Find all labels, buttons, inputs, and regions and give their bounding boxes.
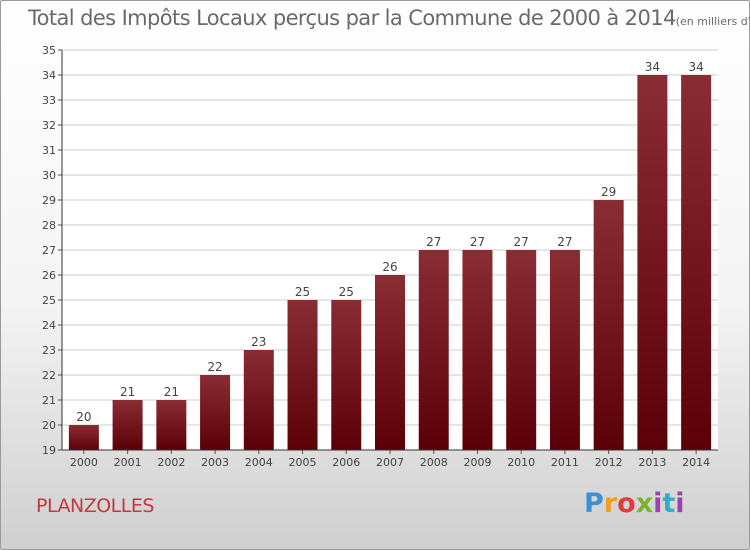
data-label-2005: 25 xyxy=(295,285,310,299)
data-label-2004: 23 xyxy=(251,335,266,349)
x-tick-label-2002: 2002 xyxy=(157,456,185,469)
y-tick-label: 19 xyxy=(42,444,56,457)
bar-2001 xyxy=(112,400,143,450)
bars xyxy=(68,75,712,450)
bar-2003 xyxy=(200,375,231,450)
data-label-2011: 27 xyxy=(557,235,572,249)
y-tick-label: 21 xyxy=(42,394,56,407)
x-tick-label-2008: 2008 xyxy=(420,456,448,469)
y-tick-label: 30 xyxy=(42,169,56,182)
chart-title-text: Total des Impôts Locaux perçus par la Co… xyxy=(28,6,676,30)
x-tick-label-2014: 2014 xyxy=(682,456,710,469)
x-tick-label-2000: 2000 xyxy=(70,456,98,469)
x-tick-label-2005: 2005 xyxy=(289,456,317,469)
bar-2002 xyxy=(156,400,187,450)
logo-letter: t xyxy=(662,488,676,519)
y-tick-label: 29 xyxy=(42,194,56,207)
bar-2010 xyxy=(506,250,537,450)
bar-2004 xyxy=(243,350,274,450)
bar-2012 xyxy=(593,200,624,450)
proxiti-logo: Proxiti xyxy=(584,488,685,519)
x-tick-label-2001: 2001 xyxy=(114,456,142,469)
bar-2011 xyxy=(549,250,580,450)
commune-name: PLANZOLLES xyxy=(36,495,154,517)
data-label-2000: 20 xyxy=(76,410,91,424)
x-tick-label-2003: 2003 xyxy=(201,456,229,469)
x-tick-label-2006: 2006 xyxy=(332,456,360,469)
y-tick-label: 20 xyxy=(42,419,56,432)
unit-note: (en milliers d'€) xyxy=(675,15,750,28)
bar-2014 xyxy=(681,75,712,450)
y-tick-label: 32 xyxy=(42,119,56,132)
logo-letter: r xyxy=(603,488,618,519)
bar-2005 xyxy=(287,300,318,450)
y-tick-label: 23 xyxy=(42,344,56,357)
x-tick-label-2011: 2011 xyxy=(551,456,579,469)
y-tick-label: 24 xyxy=(42,319,56,332)
y-tick-label: 33 xyxy=(42,94,56,107)
y-tick-label: 27 xyxy=(42,244,56,257)
y-tick-label: 35 xyxy=(42,44,56,57)
logo-letter: o xyxy=(617,488,636,519)
y-tick-label: 28 xyxy=(42,219,56,232)
x-tick-label-2012: 2012 xyxy=(595,456,623,469)
data-labels: 20 21 21 22 23 25 25 26 27 27 27 27 29 34 34 xyxy=(76,60,704,424)
data-label-2007: 26 xyxy=(382,260,397,274)
logo-letter: P xyxy=(584,488,604,519)
x-tick-label-2013: 2013 xyxy=(638,456,666,469)
bar-2000 xyxy=(68,425,99,450)
y-tick-label: 26 xyxy=(42,269,56,282)
x-axis-ticks: 2000 2001 2002 2003 2004 2005 2006 2007 2008 2009… xyxy=(70,450,710,469)
bar-2007 xyxy=(375,275,405,450)
x-tick-label-2009: 2009 xyxy=(463,456,491,469)
x-tick-label-2010: 2010 xyxy=(507,456,535,469)
data-label-2014: 34 xyxy=(688,60,703,74)
data-label-2006: 25 xyxy=(339,285,354,299)
logo-letter: i xyxy=(675,488,685,519)
data-label-2008: 27 xyxy=(426,235,441,249)
y-tick-label: 22 xyxy=(42,369,56,382)
data-label-2013: 34 xyxy=(645,60,660,74)
logo-letter: x xyxy=(635,488,654,519)
data-label-2009: 27 xyxy=(470,235,485,249)
x-tick-label-2004: 2004 xyxy=(245,456,273,469)
bar-2008 xyxy=(418,250,449,450)
y-tick-label: 31 xyxy=(42,144,56,157)
bar-2006 xyxy=(331,300,362,450)
data-label-2003: 22 xyxy=(207,360,222,374)
logo-letter: i xyxy=(653,488,663,519)
data-label-2010: 27 xyxy=(514,235,529,249)
data-label-2012: 29 xyxy=(601,185,616,199)
data-label-2001: 21 xyxy=(120,385,135,399)
chart-title: Total des Impôts Locaux perçus par la Co… xyxy=(28,6,750,30)
bar-2013 xyxy=(637,75,668,450)
y-tick-label: 25 xyxy=(42,294,56,307)
y-axis-ticks: 19 20 21 22 23 24 25 26 27 28 29 30 31 32 33 34 35 xyxy=(42,44,62,457)
axes xyxy=(61,50,718,451)
data-label-2002: 21 xyxy=(164,385,179,399)
bar-2009 xyxy=(462,250,493,450)
y-tick-label: 34 xyxy=(42,69,56,82)
x-tick-label-2007: 2007 xyxy=(376,456,404,469)
